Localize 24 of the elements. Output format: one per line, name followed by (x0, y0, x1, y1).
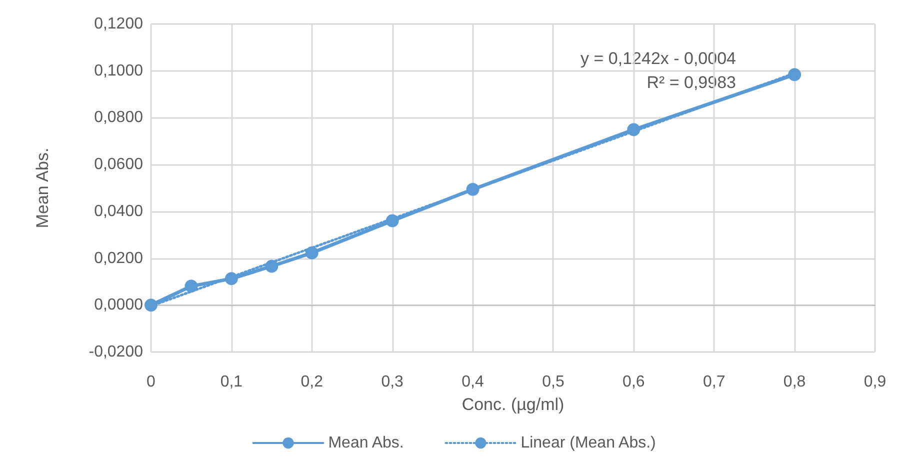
y-tick-label: -0,0200 (88, 344, 144, 360)
y-tick-label: 0,0800 (94, 109, 144, 126)
x-tick-label: 0 (146, 374, 156, 390)
x-tick-label: 0,6 (622, 374, 645, 390)
annotation: R² = 0,9983 (646, 73, 736, 92)
x-tick-label: 0,3 (381, 374, 404, 390)
x-tick-label: 0,1 (220, 374, 243, 390)
y-tick-label: 0,1000 (94, 62, 144, 80)
legend-label: Linear (Mean Abs.) (520, 434, 656, 452)
y-tick-label: 0,0400 (94, 202, 144, 220)
y-tick-label: 0,1200 (94, 16, 144, 32)
x-tick-label: 0,7 (702, 374, 726, 390)
annotation: y = 0,1242x - 0,0004 (580, 49, 736, 68)
y-tick-label: 0,0600 (94, 156, 144, 174)
x-tick-label: 0,9 (864, 374, 886, 390)
legend-label: Mean Abs. (328, 434, 404, 452)
y-tick-label: 0,0200 (94, 250, 144, 267)
x-tick-label: 0,2 (300, 374, 324, 390)
y-axis-title: Mean Abs. (33, 148, 52, 228)
x-tick-label: 0,5 (542, 374, 564, 390)
x-tick-label: 0,4 (462, 374, 484, 390)
x-axis-title: Conc. (µg/ml) (462, 395, 564, 414)
y-tick-label: 0,0000 (94, 296, 144, 314)
x-tick-label: 0,8 (783, 374, 806, 390)
